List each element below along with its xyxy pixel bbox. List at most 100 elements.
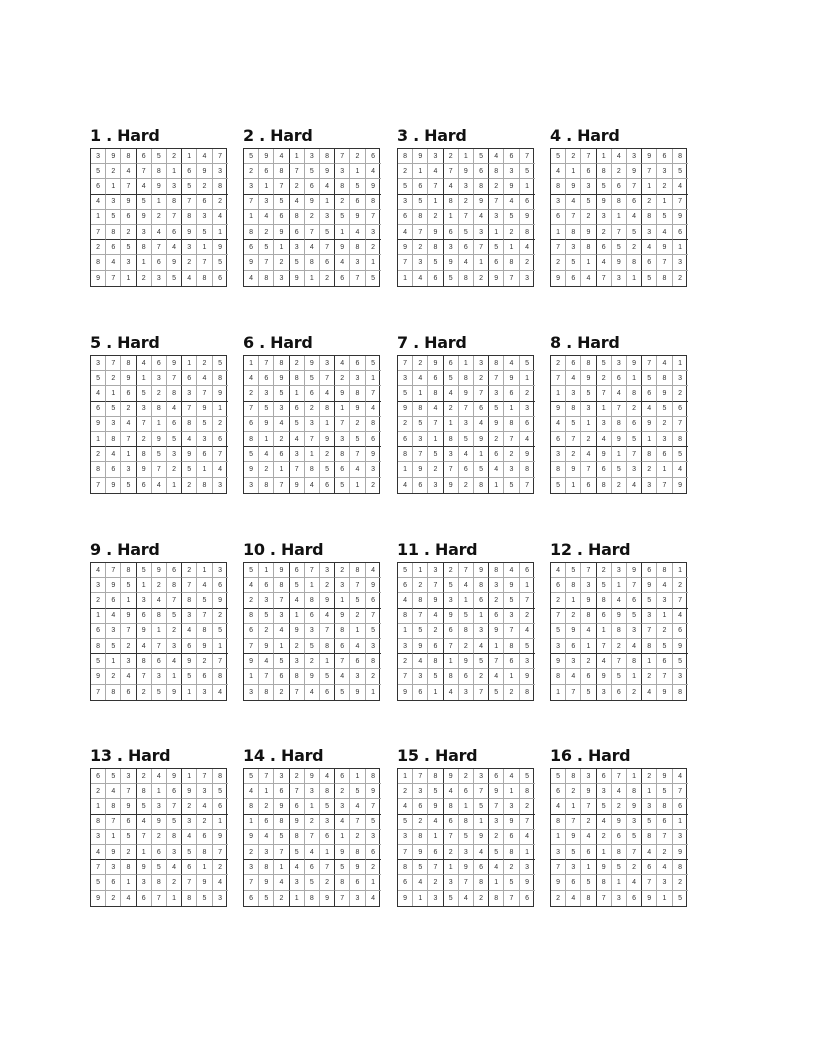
grid-cell: 6: [121, 209, 137, 225]
sudoku-puzzle: 8 . Hard 2 6 8 5 3 9 7 4 1 7 4 9 2 6 1 5 8 3 1 3 5 7 4 8 6 9 2 9 8 3 1 7…: [550, 333, 688, 494]
grid-cell: 8: [611, 844, 627, 861]
grid-cell: 3: [626, 623, 643, 639]
grid-cell: 8: [398, 149, 414, 165]
grid-cell: 4: [218, 688, 223, 696]
grid-cell: 4: [428, 608, 444, 624]
grid-cell: 6: [365, 593, 381, 609]
grid-cell: 8: [458, 814, 474, 830]
grid-cell: 4: [305, 477, 320, 493]
grid-cell: 7: [197, 386, 213, 402]
grid-cell: 4: [566, 371, 582, 387]
grid-cell: 3: [121, 255, 137, 271]
grid-cell: 8: [166, 194, 183, 210]
grid-cell: 2: [335, 194, 351, 210]
grid-cell: 1: [398, 270, 414, 286]
grid-cell: 7: [504, 623, 520, 639]
grid-cell: 8: [166, 829, 183, 845]
grid-cell: 7: [551, 240, 567, 256]
grid-cell: 5: [121, 477, 137, 493]
grid-cell: 3: [350, 255, 366, 271]
grid-cell: 3: [551, 447, 567, 463]
grid-cell: 7: [596, 638, 612, 655]
grid-cell: 1: [136, 578, 152, 594]
grid-cell: 3: [365, 639, 381, 655]
grid-cell: 3: [581, 578, 597, 594]
grid-cell: 6: [398, 209, 414, 225]
grid-cell: 8: [566, 769, 582, 785]
grid-cell: 2: [611, 164, 627, 180]
grid-cell: 6: [581, 844, 597, 861]
grid-cell: 4: [626, 209, 643, 225]
grid-cell: 6: [136, 608, 152, 624]
grid-cell: 3: [106, 194, 122, 210]
grid-cell: 6: [274, 447, 290, 463]
grid-cell: 7: [443, 164, 459, 180]
puzzle-title: 13 . Hard: [90, 746, 171, 765]
grid-cell: 9: [319, 593, 336, 609]
grid-cell: 4: [335, 356, 351, 372]
grid-cell: 2: [413, 356, 429, 372]
grid-cell: 1: [166, 164, 183, 180]
grid-cell: 8: [91, 255, 107, 271]
grid-cell: 1: [335, 401, 351, 417]
grid-cell: 3: [197, 784, 213, 800]
grid-cell: 7: [474, 684, 490, 700]
grid-cell: 8: [121, 860, 137, 876]
sudoku-puzzle: 9 . Hard 4 7 8 5 9 6 2 1 3 3 9 5 1 2 8 7 4 6 2 6 1 3 4 7 8 5 9 1 4 9 6 8…: [90, 540, 228, 701]
grid-cell: 6: [581, 477, 597, 493]
grid-cell: 9: [473, 563, 490, 579]
grid-cell: 5: [335, 477, 351, 493]
grid-cell: 6: [566, 356, 582, 372]
grid-cell: 8: [121, 149, 137, 165]
grid-cell: 4: [519, 624, 535, 639]
grid-cell: 4: [182, 623, 198, 639]
grid-cell: 4: [611, 386, 627, 402]
grid-cell: 3: [489, 814, 505, 830]
grid-cell: 2: [428, 209, 444, 225]
grid-cell: 4: [504, 563, 520, 579]
grid-cell: 5: [365, 815, 381, 830]
grid-cell: 1: [259, 563, 275, 579]
grid-cell: 9: [106, 477, 122, 493]
grid-cell: 2: [611, 638, 627, 655]
grid-cell: 2: [335, 371, 351, 387]
grid-cell: 6: [197, 669, 213, 685]
grid-cell: 6: [612, 684, 627, 700]
grid-cell: 1: [672, 356, 688, 372]
grid-cell: 8: [657, 563, 673, 579]
grid-cell: 9: [212, 240, 228, 256]
grid-cell: 6: [121, 814, 137, 830]
grid-cell: 2: [106, 164, 122, 180]
grid-cell: 7: [458, 209, 474, 225]
grid-cell: 4: [489, 462, 505, 478]
grid-cell: 2: [519, 609, 535, 624]
grid-cell: 9: [657, 684, 673, 700]
puzzle-title: 15 . Hard: [397, 746, 478, 765]
grid-cell: 2: [106, 371, 122, 387]
grid-cell: 5: [519, 164, 535, 180]
grid-cell: 1: [197, 462, 213, 478]
grid-cell: 8: [642, 209, 658, 225]
grid-cell: 3: [519, 860, 535, 876]
puzzle-title: 12 . Hard: [550, 540, 631, 559]
grid-cell: 8: [626, 654, 643, 670]
grid-cell: 9: [657, 386, 673, 402]
grid-cell: 9: [136, 860, 152, 876]
grid-cell: 9: [166, 255, 183, 271]
grid-cell: 8: [136, 447, 152, 463]
grid-cell: 1: [151, 784, 167, 800]
grid-cell: 6: [672, 225, 688, 241]
grid-cell: 2: [519, 255, 535, 271]
grid-cell: 5: [166, 608, 183, 624]
grid-cell: 2: [596, 829, 612, 845]
grid-cell: 3: [335, 578, 351, 594]
grid-cell: 4: [398, 593, 414, 609]
grid-cell: 7: [304, 431, 320, 448]
grid-cell: 2: [642, 769, 658, 785]
grid-cell: 5: [642, 270, 658, 286]
grid-cell: 6: [320, 477, 336, 493]
puzzle-title: 5 . Hard: [90, 333, 160, 352]
grid-cell: 4: [91, 386, 107, 402]
grid-cell: 3: [566, 860, 582, 876]
grid-cell: 4: [335, 814, 351, 830]
